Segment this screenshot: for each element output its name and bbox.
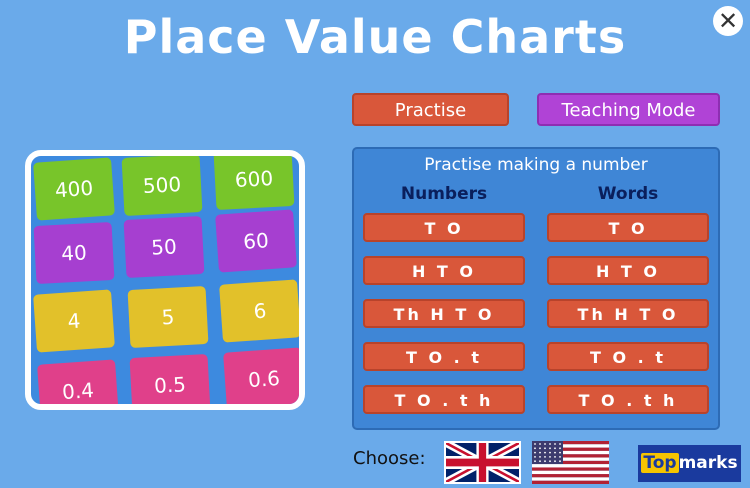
place-value-tile: 500: [121, 156, 203, 217]
words-option-button[interactable]: Th H T O: [547, 299, 709, 328]
place-value-tile: 50: [123, 215, 205, 279]
numbers-option-button[interactable]: T O . t: [363, 342, 525, 371]
numbers-option-button[interactable]: T O: [363, 213, 525, 242]
practise-button[interactable]: Practise: [352, 93, 509, 126]
preview-image: 400 500 600 40 50 60 4 5 6 0.4 0.5 0.6: [25, 150, 305, 410]
practise-panel: Practise making a number Numbers Words T…: [352, 147, 720, 430]
place-value-tile: 0.5: [129, 353, 211, 404]
teaching-mode-button[interactable]: Teaching Mode: [537, 93, 720, 126]
uk-flag-button[interactable]: [444, 439, 521, 486]
numbers-option-button[interactable]: T O . t h: [363, 385, 525, 414]
choose-label: Choose:: [353, 448, 426, 469]
place-value-tile: 0.4: [37, 359, 119, 404]
place-value-tile: 5: [127, 285, 209, 349]
place-value-tile: 60: [215, 209, 297, 273]
words-option-button[interactable]: T O . t: [547, 342, 709, 371]
place-value-tile: 0.6: [223, 347, 299, 404]
numbers-option-button[interactable]: Th H T O: [363, 299, 525, 328]
logo-top: Top: [641, 453, 679, 473]
close-icon[interactable]: ✕: [713, 6, 743, 36]
numbers-option-button[interactable]: H T O: [363, 256, 525, 285]
place-value-tile: 6: [219, 279, 299, 343]
panel-title: Practise making a number: [424, 155, 648, 175]
us-flag-button[interactable]: [532, 441, 609, 484]
place-value-tile: 400: [33, 157, 115, 221]
place-value-tile: 4: [33, 289, 115, 353]
words-option-button[interactable]: T O . t h: [547, 385, 709, 414]
topmarks-logo[interactable]: Top marks: [638, 445, 741, 482]
words-header: Words: [597, 184, 659, 204]
page-title: Place Value Charts: [123, 10, 627, 64]
words-option-button[interactable]: H T O: [547, 256, 709, 285]
place-value-tile: 600: [213, 156, 295, 211]
words-option-button[interactable]: T O: [547, 213, 709, 242]
place-value-tile: 40: [33, 221, 115, 285]
logo-marks: marks: [678, 453, 738, 473]
numbers-header: Numbers: [400, 184, 488, 204]
